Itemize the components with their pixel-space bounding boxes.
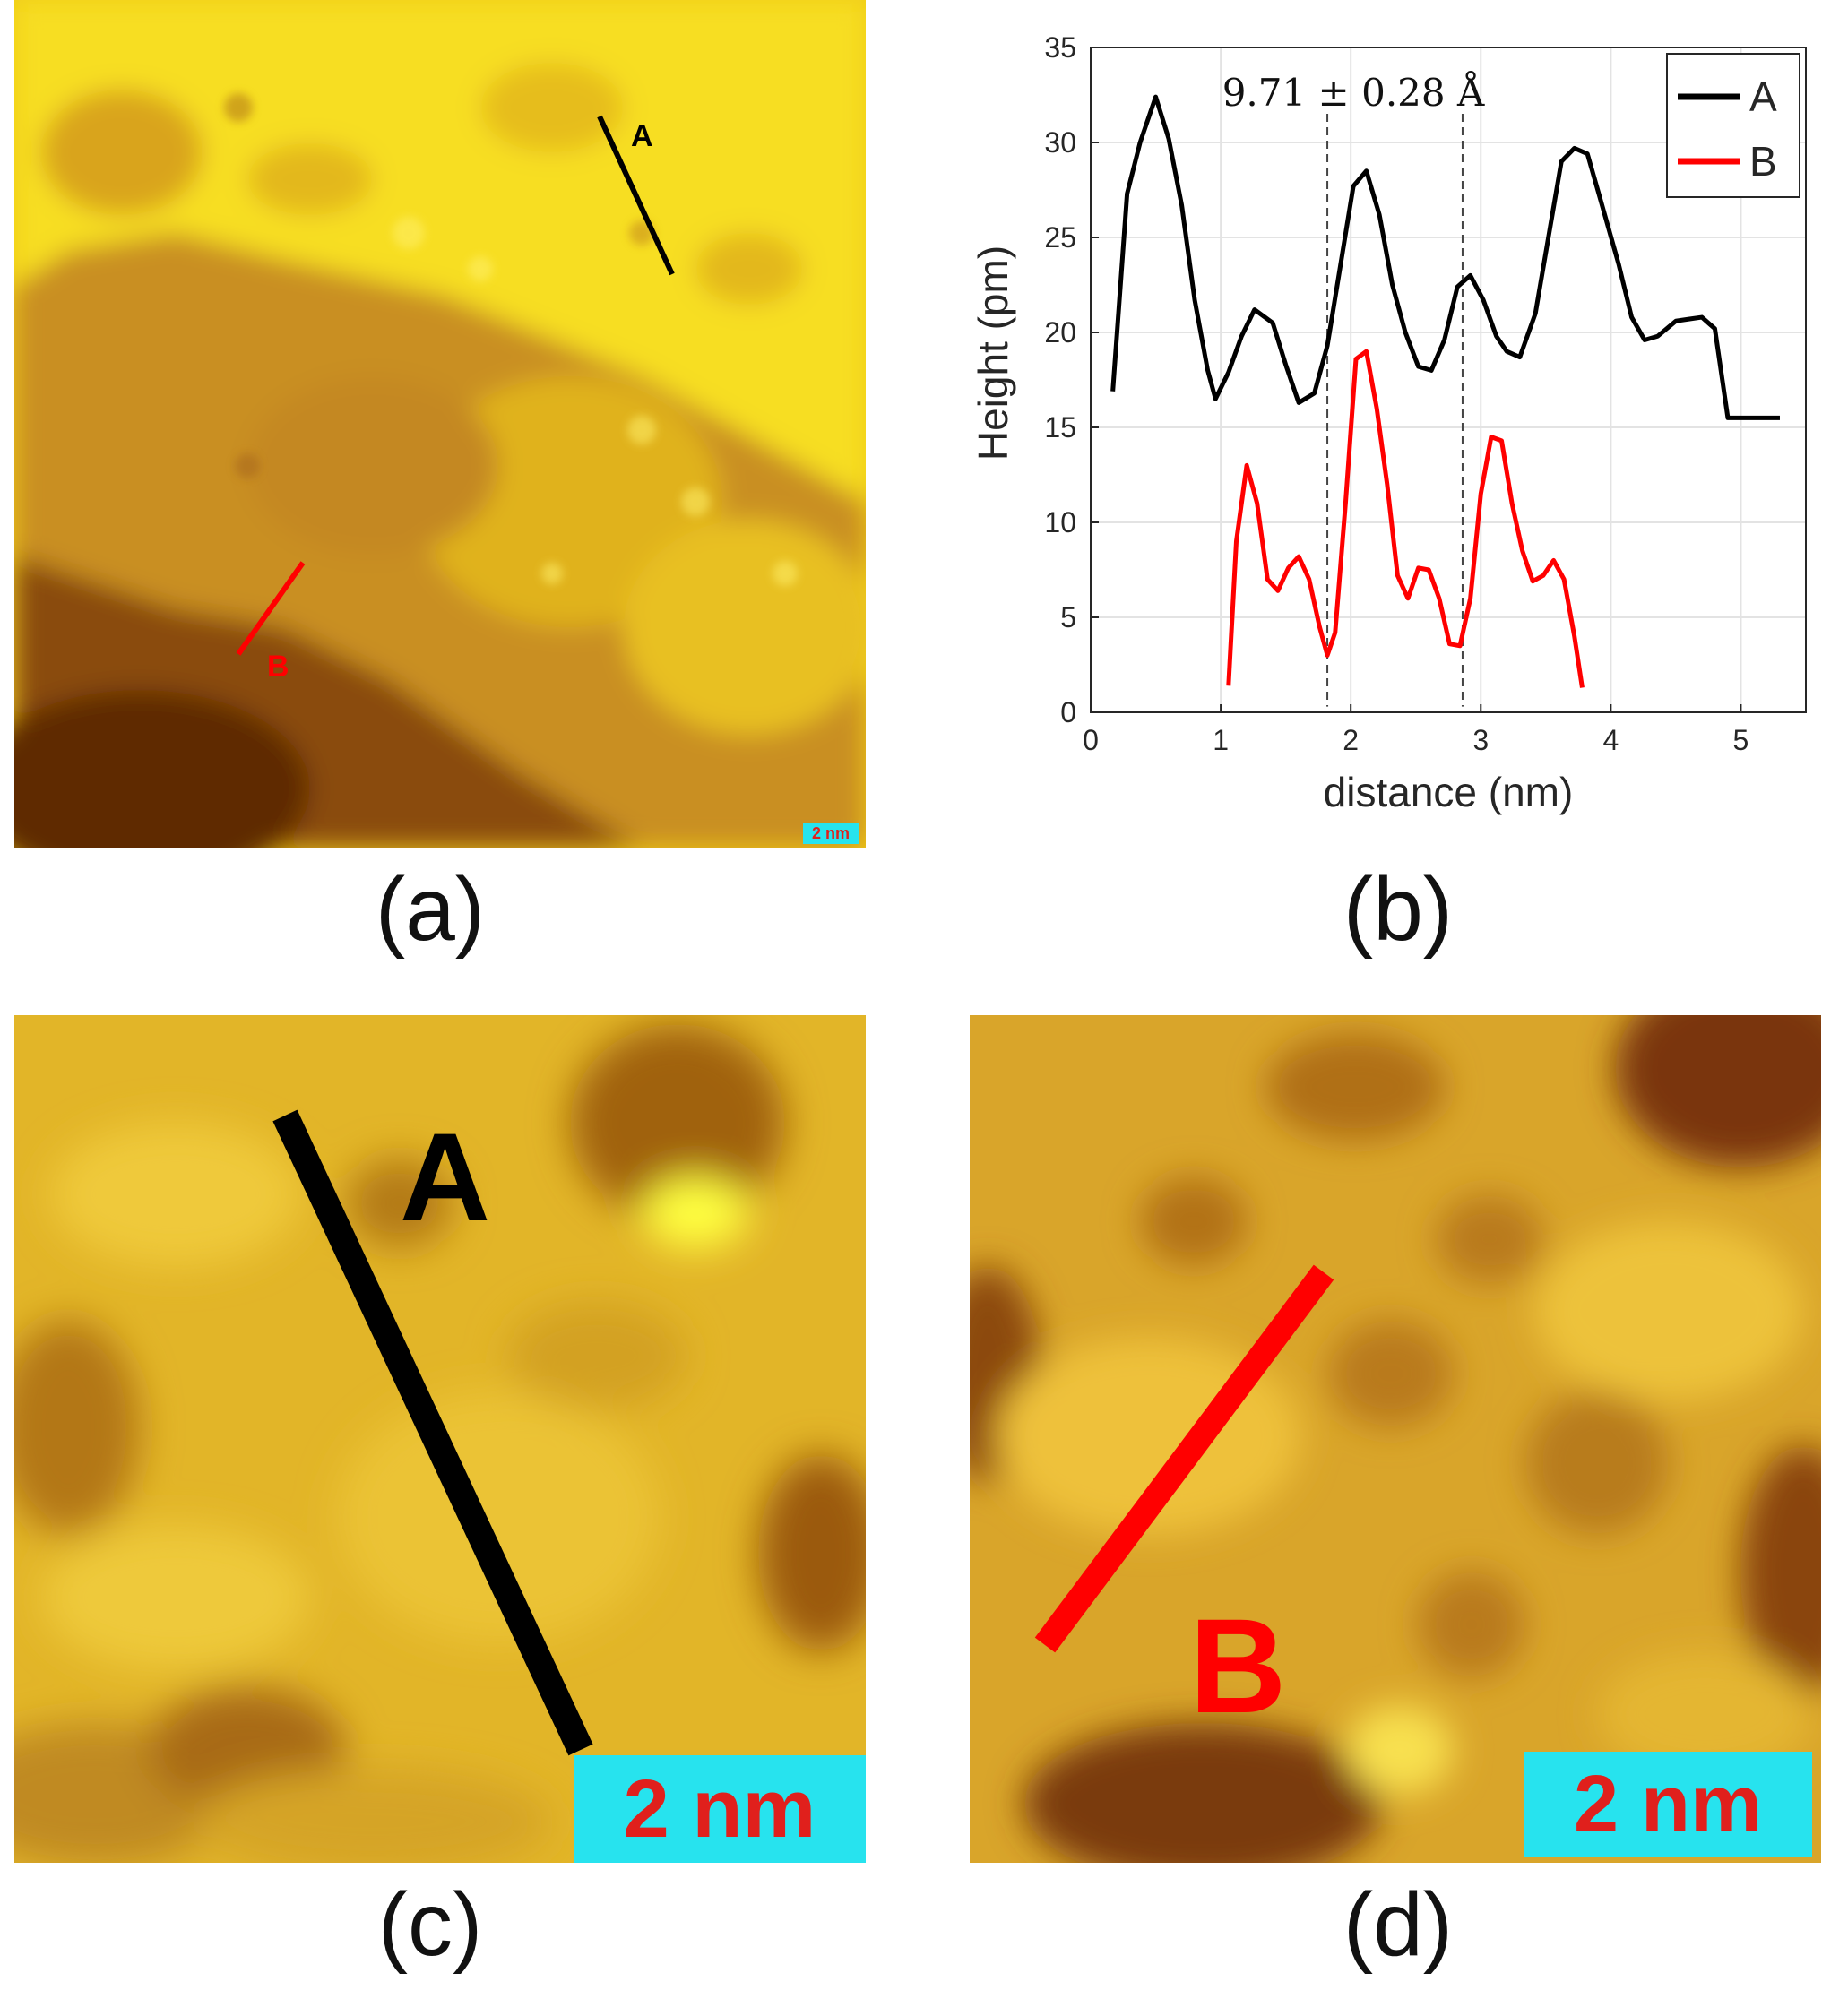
line-label-b: B — [267, 650, 289, 684]
stm-image-c: A 2 nm — [14, 1015, 866, 1863]
height-profile-chart: 9.71 ± 0.28 Å 0 1 2 3 4 5 0 5 10 15 20 25 30 35 distanc… — [970, 31, 1807, 815]
x-tick-label: 4 — [1602, 724, 1619, 756]
line-label-b: B — [1189, 1590, 1287, 1741]
x-tick-label: 0 — [1083, 724, 1099, 756]
x-tick-label: 1 — [1213, 724, 1229, 756]
profile-line-a — [597, 115, 675, 276]
y-tick-label: 15 — [1044, 411, 1076, 444]
profile-line-a — [272, 1109, 593, 1756]
caption-b: (b) — [1343, 859, 1454, 960]
y-axis-label: Height (pm) — [970, 246, 1016, 461]
y-tick-label: 10 — [1044, 506, 1076, 538]
legend-label-a: A — [1749, 73, 1777, 120]
caption-c: (c) — [377, 1874, 483, 1975]
y-tick-label: 35 — [1044, 31, 1076, 64]
x-axis-label: distance (nm) — [1324, 769, 1574, 815]
line-label-a: A — [400, 1107, 491, 1247]
scale-bar: 2 nm — [803, 823, 859, 844]
stm-image-a: A B 2 nm — [14, 0, 866, 848]
legend-label-b: B — [1749, 138, 1777, 185]
caption-d: (d) — [1343, 1874, 1454, 1975]
series-line-a — [1110, 94, 1780, 420]
caption-a: (a) — [375, 859, 486, 960]
axes-box — [1090, 47, 1807, 713]
scale-bar: 2 nm — [574, 1755, 866, 1863]
annotation-label: 9.71 ± 0.28 Å — [1222, 70, 1485, 115]
x-tick-label: 2 — [1343, 724, 1359, 756]
y-tick-label: 25 — [1044, 221, 1076, 254]
scale-bar: 2 nm — [1524, 1752, 1812, 1857]
stm-image-d: B 2 nm — [970, 1015, 1821, 1863]
series-line-b — [1226, 349, 1585, 688]
y-tick-label: 0 — [1060, 696, 1076, 728]
profile-line-b — [236, 561, 306, 656]
line-label-a: A — [631, 119, 653, 153]
y-tick-label: 30 — [1044, 126, 1076, 159]
legend-box — [1666, 53, 1800, 198]
x-tick-label: 3 — [1472, 724, 1489, 756]
profile-line-b — [1034, 1264, 1334, 1653]
x-tick-label: 5 — [1733, 724, 1749, 756]
y-tick-label: 5 — [1060, 601, 1076, 633]
y-tick-label: 20 — [1044, 316, 1076, 349]
